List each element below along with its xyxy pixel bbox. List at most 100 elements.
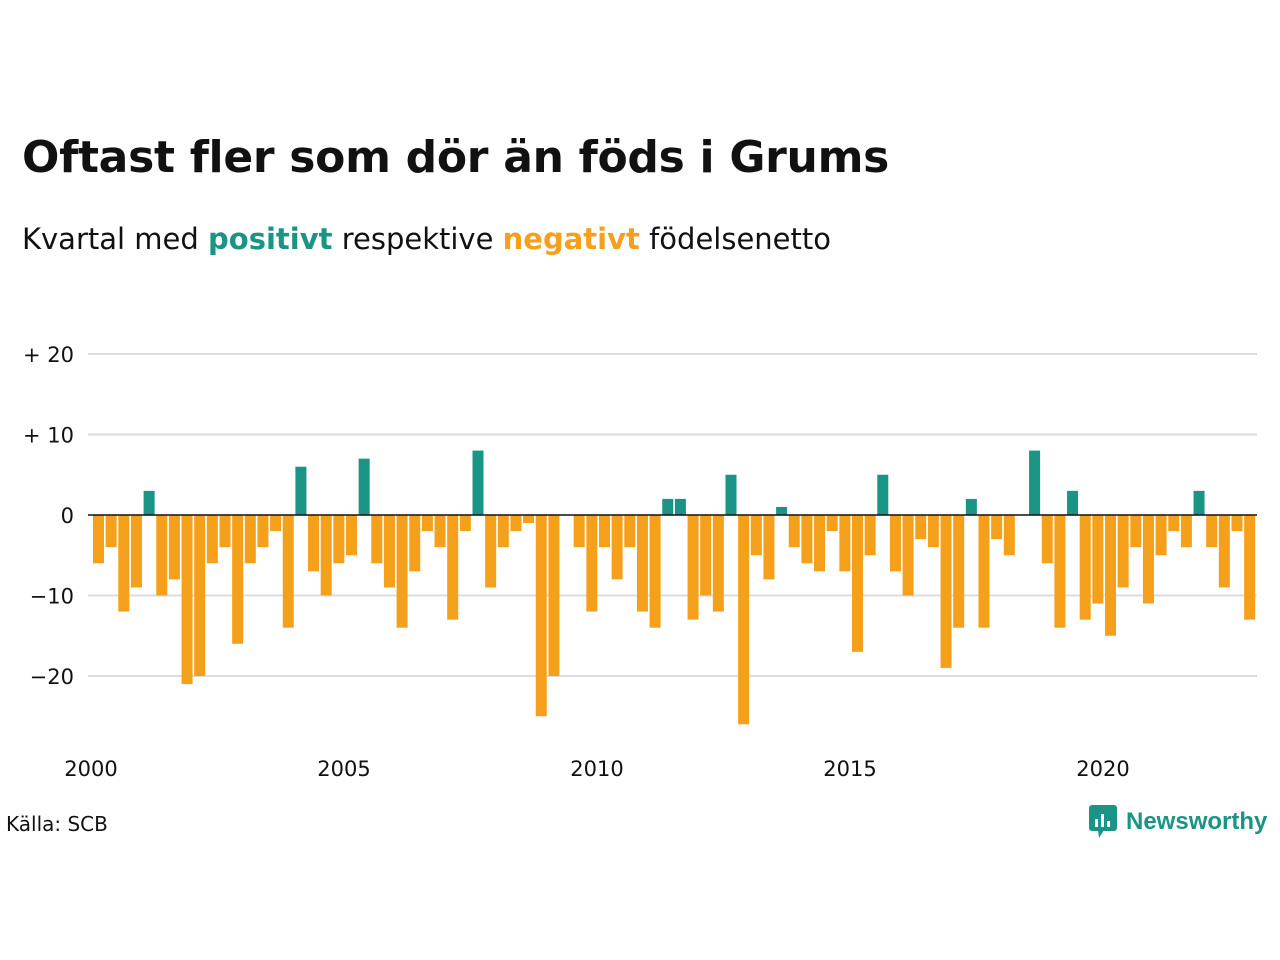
bar-positive	[674, 498, 686, 515]
bar-negative	[333, 515, 345, 564]
bar-negative	[826, 515, 838, 532]
bar-negative	[1079, 515, 1091, 620]
bar-negative	[194, 515, 206, 676]
bar-negative	[371, 515, 383, 564]
bar-positive	[1029, 450, 1041, 515]
bar-negative	[346, 515, 357, 556]
bar-positive	[143, 490, 155, 515]
bar-negative	[118, 515, 130, 612]
bar-negative	[712, 515, 724, 612]
bar-negative	[396, 515, 408, 628]
bar-negative	[510, 515, 522, 532]
bar-negative	[1180, 515, 1192, 548]
bar-negative	[1105, 515, 1116, 636]
bar-negative	[421, 515, 433, 532]
source-note: Källa: SCB	[6, 812, 108, 836]
bar-negative	[915, 515, 927, 540]
bar-negative	[485, 515, 497, 588]
bar-negative	[206, 515, 218, 564]
x-tick-label: 2005	[317, 757, 370, 781]
bar-negative	[383, 515, 395, 588]
bar-negative	[232, 515, 244, 644]
bar-negative	[624, 515, 636, 548]
bar-negative	[257, 515, 269, 548]
bar-negative	[599, 515, 610, 548]
bar-negative	[320, 515, 332, 596]
bar-positive	[1067, 490, 1079, 515]
subtitle-positive-word: positivt	[208, 222, 333, 256]
y-tick-label: + 20	[23, 343, 74, 367]
x-tick-label: 2015	[823, 757, 876, 781]
bar-negative	[700, 515, 712, 596]
bar-negative	[814, 515, 826, 572]
bar-negative	[1218, 515, 1230, 588]
bar-negative	[459, 515, 471, 532]
bar-negative	[548, 515, 560, 676]
bar-negative	[788, 515, 800, 548]
y-axis-labels: + 20 + 10 0 −10 −20	[23, 343, 74, 689]
bar-negative	[864, 515, 876, 556]
bar-positive	[877, 474, 889, 515]
bar-negative	[156, 515, 168, 596]
chart-subtitle: Kvartal med positivt respektive negativt…	[22, 222, 831, 256]
bar-layer	[93, 450, 1256, 725]
y-tick-label: 0	[61, 504, 74, 528]
y-tick-label: + 10	[23, 424, 74, 448]
bar-positive	[295, 466, 307, 515]
bar-negative	[750, 515, 762, 556]
bar-negative	[586, 515, 598, 612]
bar-negative	[1041, 515, 1053, 564]
newsworthy-logo-icon	[1089, 805, 1117, 838]
bar-negative	[1142, 515, 1154, 604]
bar-negative	[1231, 515, 1243, 532]
bar-negative	[270, 515, 282, 532]
bar-negative	[1244, 515, 1256, 620]
bar-negative	[1003, 515, 1015, 556]
bar-negative	[130, 515, 142, 588]
bar-negative	[902, 515, 914, 596]
bar-negative	[801, 515, 813, 564]
bar-negative	[1206, 515, 1218, 548]
bar-negative	[763, 515, 775, 580]
y-tick-label: −10	[30, 585, 74, 609]
bar-negative	[1168, 515, 1180, 532]
bar-positive	[472, 450, 484, 515]
subtitle-suffix: födelsenetto	[639, 222, 831, 256]
bar-negative	[1130, 515, 1142, 548]
bar-negative	[308, 515, 320, 572]
bar-negative	[409, 515, 421, 572]
y-tick-label: −20	[30, 665, 74, 689]
subtitle-negative-word: negativt	[502, 222, 640, 256]
bar-negative	[535, 515, 547, 717]
bar-negative	[168, 515, 180, 580]
bar-positive	[662, 498, 674, 515]
brand-name: Newsworthy	[1126, 808, 1268, 835]
bar-negative	[839, 515, 851, 572]
x-tick-label: 2020	[1076, 757, 1129, 781]
bar-negative	[611, 515, 623, 580]
bar-positive	[776, 506, 788, 515]
bar-negative	[244, 515, 256, 564]
bar-positive	[725, 474, 737, 515]
bar-negative	[523, 515, 535, 524]
bar-negative	[687, 515, 699, 620]
bar-negative	[649, 515, 661, 628]
bar-negative	[497, 515, 509, 548]
subtitle-prefix: Kvartal med	[22, 222, 209, 256]
bar-negative	[93, 515, 104, 564]
brand-logo: Newsworthy	[1088, 804, 1267, 840]
bar-negative	[852, 515, 863, 652]
bar-negative	[991, 515, 1003, 540]
bar-negative	[1054, 515, 1066, 628]
chart-title: Oftast fler som dör än föds i Grums	[22, 132, 890, 183]
x-tick-label: 2010	[570, 757, 623, 781]
x-tick-label: 2000	[64, 757, 117, 781]
bar-negative	[181, 515, 193, 685]
bar-negative	[434, 515, 446, 548]
bar-positive	[358, 458, 370, 515]
bar-negative	[573, 515, 585, 548]
bar-negative	[940, 515, 952, 668]
bar-positive	[965, 498, 977, 515]
bar-negative	[105, 515, 117, 548]
